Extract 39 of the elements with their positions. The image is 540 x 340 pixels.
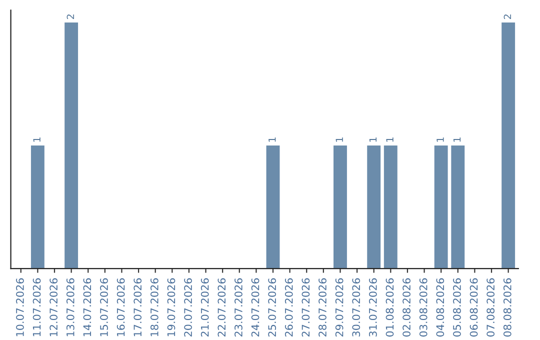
x-tick-label: 18.07.2026: [150, 278, 158, 336]
x-tick-label: 05.08.2026: [453, 278, 461, 337]
x-tick-label: 16.07.2026: [116, 278, 125, 336]
x-tick-label: 11.07.2026: [32, 278, 41, 336]
x-tick-label: 07.08.2026: [486, 278, 495, 337]
x-tick-label: 24.07.2026: [251, 278, 260, 337]
x-tick-label: 14.07.2026: [83, 278, 92, 336]
data-label: 1: [369, 137, 377, 142]
data-label: 1: [33, 137, 40, 142]
x-tick-label: 02.08.2026: [402, 278, 410, 337]
x-tick-label: 17.07.2026: [134, 278, 142, 336]
data-label: 1: [386, 137, 394, 142]
x-tick-label: 13.07.2026: [66, 278, 74, 336]
x-tick-label: 12.07.2026: [50, 278, 58, 336]
data-label: 2: [66, 14, 74, 20]
x-tick-label: 23.07.2026: [234, 278, 242, 337]
x-tick-label: 31.07.2026: [368, 278, 377, 336]
data-label: 1: [453, 137, 461, 142]
x-tick-label: 10.07.2026: [16, 278, 24, 336]
data-label: 1: [268, 137, 276, 142]
x-tick-label: 28.07.2026: [318, 278, 326, 337]
data-label: 1: [336, 137, 343, 142]
x-tick-label: 03.08.2026: [419, 278, 428, 337]
x-tick-label: 30.07.2026: [352, 278, 360, 336]
x-tick-label: 25.07.2026: [268, 278, 276, 337]
x-tick-label: 01.08.2026: [386, 278, 394, 337]
x-tick-label: 19.07.2026: [167, 278, 176, 336]
x-tick-label: 04.08.2026: [436, 278, 444, 337]
x-tick-label: 15.07.2026: [100, 278, 108, 336]
x-tick-label: 22.07.2026: [218, 278, 226, 337]
x-tick-label: 27.07.2026: [302, 278, 310, 337]
data-label: 1: [436, 137, 444, 142]
x-tick-label: 29.07.2026: [335, 278, 344, 337]
x-tick-label: 26.07.2026: [284, 278, 293, 337]
x-tick-label: 20.07.2026: [184, 278, 192, 337]
x-tick-label: 21.07.2026: [200, 278, 209, 337]
x-tick-label: 08.08.2026: [503, 278, 512, 337]
x-tick-label: 06.08.2026: [470, 278, 478, 337]
data-label: 2: [504, 14, 511, 20]
